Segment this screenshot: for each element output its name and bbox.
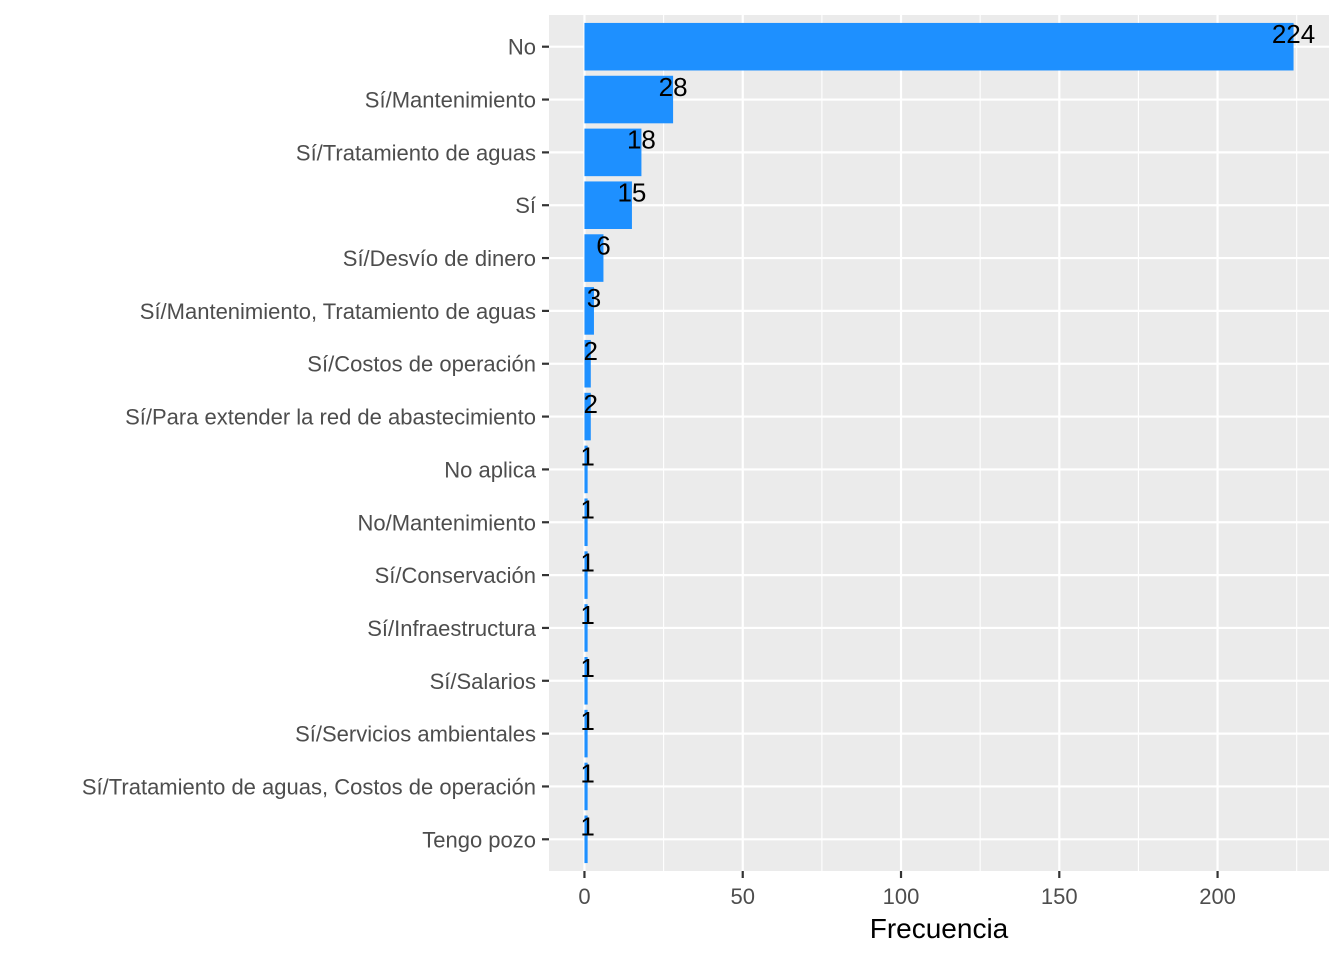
bar <box>584 128 642 177</box>
y-tick-label: Sí/Mantenimiento, Tratamiento de aguas <box>140 299 536 324</box>
y-axis: No Sí/Mantenimiento Sí/Tratamiento de agua… <box>82 35 549 852</box>
x-axis: 0 50 100 150 200 <box>578 871 1236 909</box>
data-label: 1 <box>580 600 594 630</box>
data-label: 1 <box>580 653 594 683</box>
data-label: 2 <box>584 336 598 366</box>
data-label: 6 <box>596 230 610 260</box>
x-tick-label: 150 <box>1041 884 1078 909</box>
bar <box>584 234 604 282</box>
y-tick-label: Sí/Infraestructura <box>367 616 537 641</box>
y-tick-label: Sí/Costos de operación <box>307 352 536 377</box>
x-tick-label: 50 <box>730 884 754 909</box>
y-tick-label: No/Mantenimiento <box>357 510 536 535</box>
bar <box>584 392 591 441</box>
y-tick-label: Sí/Para extender la red de abastecimient… <box>125 405 536 430</box>
bar <box>584 604 588 652</box>
y-tick-label: Tengo pozo <box>422 827 536 852</box>
y-tick-label: Sí <box>515 193 536 218</box>
bar <box>584 762 588 811</box>
data-label: 1 <box>580 442 594 472</box>
data-label: 224 <box>1272 19 1315 49</box>
y-tick-label: Sí/Tratamiento de aguas, Costos de opera… <box>82 774 536 799</box>
data-label: 1 <box>580 812 594 842</box>
bar <box>584 287 594 335</box>
data-label: 15 <box>617 177 646 207</box>
y-tick-label: No aplica <box>444 457 536 482</box>
bar <box>584 551 588 599</box>
bars <box>584 22 1294 864</box>
bar <box>584 445 588 494</box>
data-label: 1 <box>580 547 594 577</box>
data-label: 2 <box>584 389 598 419</box>
y-tick-label: Sí/Mantenimiento <box>365 88 536 113</box>
bar <box>584 498 588 547</box>
data-label: 18 <box>627 125 656 155</box>
data-label: 28 <box>659 72 688 102</box>
bar <box>584 22 1294 71</box>
bar <box>584 75 674 124</box>
plot-panel <box>549 15 1329 871</box>
x-tick-label: 200 <box>1199 884 1236 909</box>
y-tick-label: Sí/Desvío de dinero <box>343 246 536 271</box>
y-tick-label: Sí/Tratamiento de aguas <box>296 140 536 165</box>
y-tick-label: Sí/Servicios ambientales <box>295 722 536 747</box>
x-tick-label: 100 <box>883 884 920 909</box>
grid-minor <box>663 15 1298 871</box>
data-label: 3 <box>587 283 601 313</box>
data-label: 1 <box>580 494 594 524</box>
bar <box>584 709 588 758</box>
y-tick-label: No <box>508 35 536 60</box>
bar <box>584 815 588 864</box>
bar <box>584 339 591 388</box>
x-axis-title: Frecuencia <box>870 913 1009 944</box>
x-tick-label: 0 <box>578 884 590 909</box>
y-tick-label: Sí/Conservación <box>375 563 536 588</box>
y-tick-label: Sí/Salarios <box>430 669 536 694</box>
data-label: 1 <box>580 706 594 736</box>
data-label: 1 <box>580 759 594 789</box>
bar <box>584 657 588 705</box>
bar <box>584 181 632 229</box>
